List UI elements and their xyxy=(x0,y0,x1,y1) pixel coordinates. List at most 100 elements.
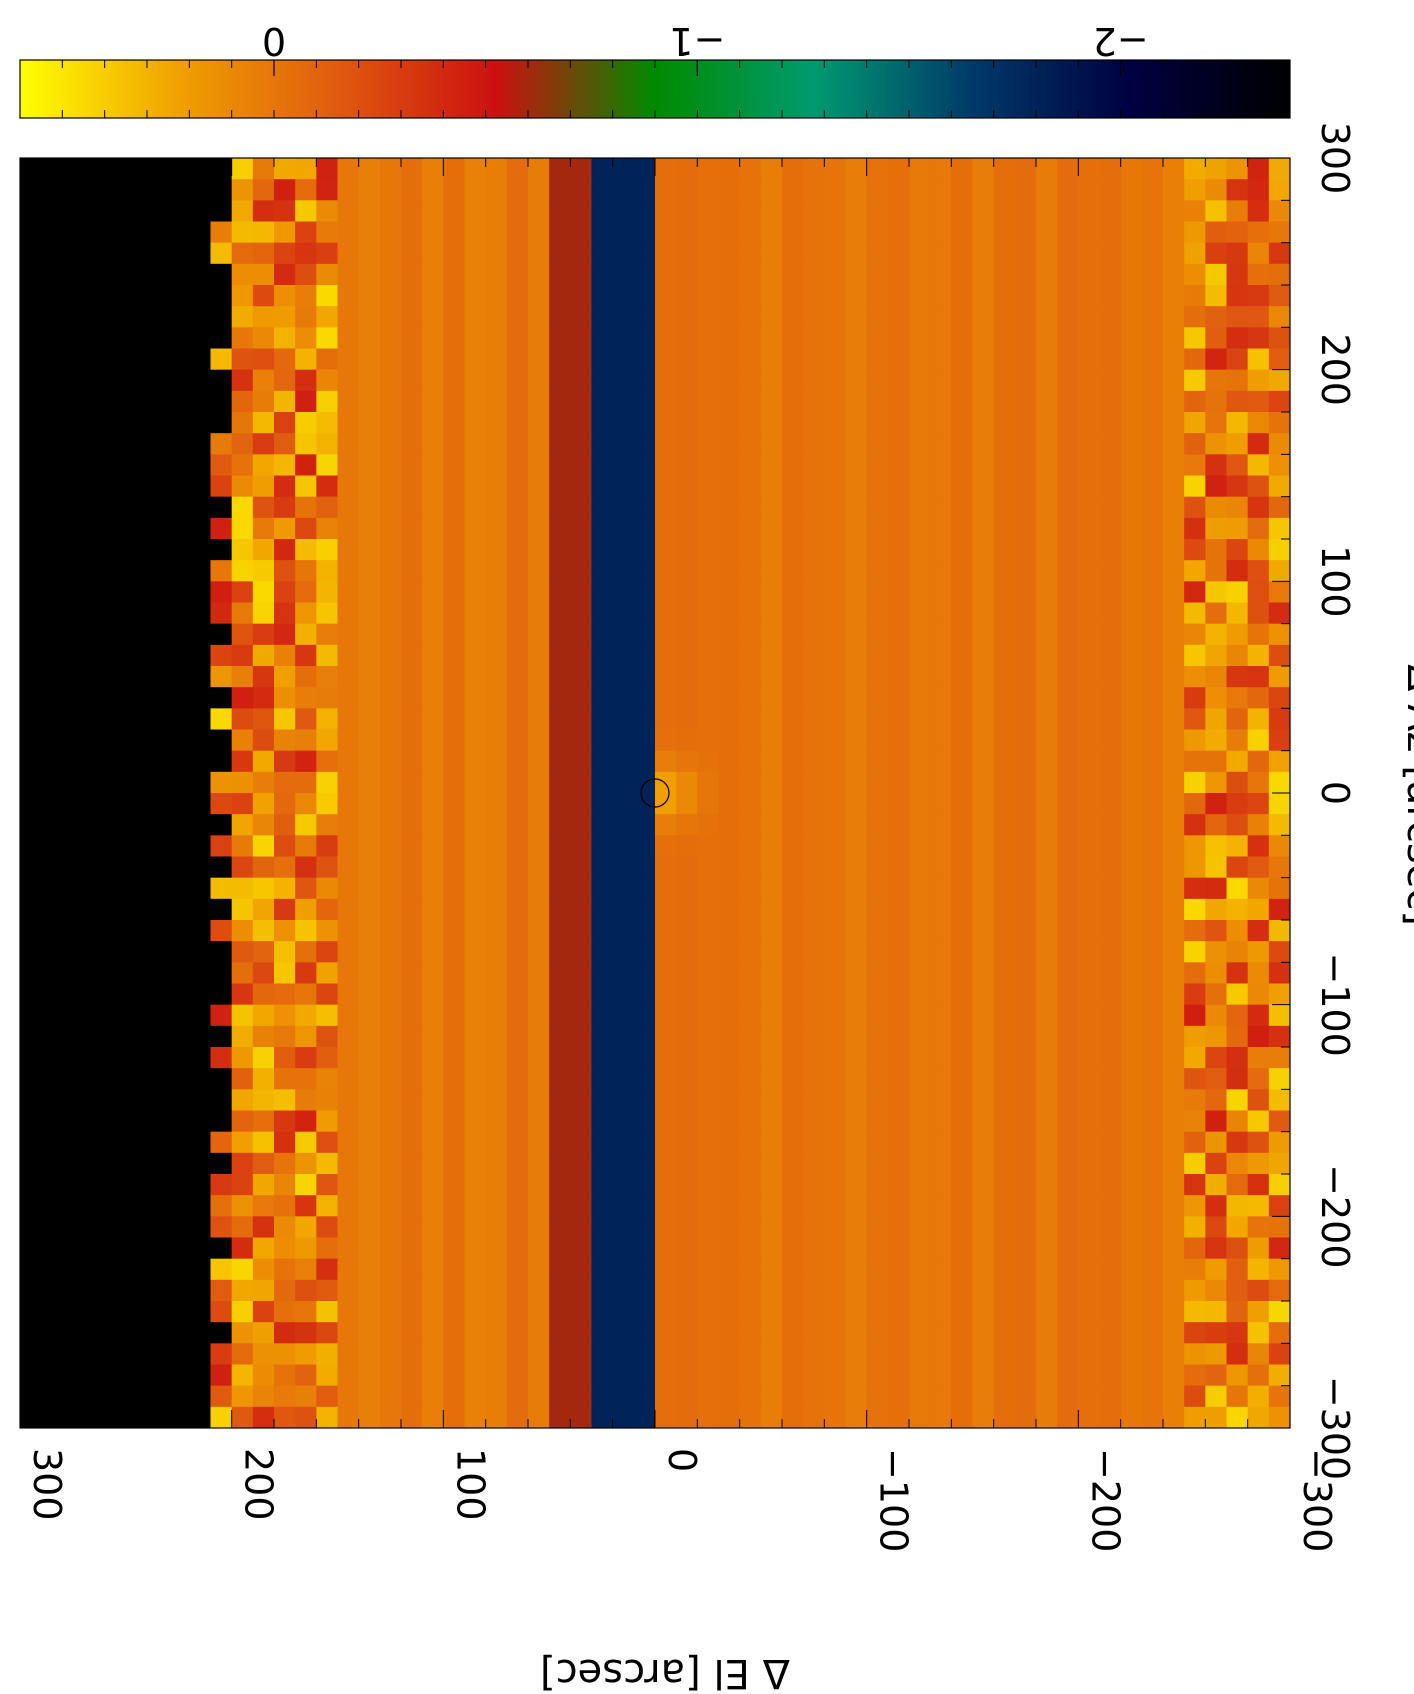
heatmap-cell xyxy=(506,158,529,180)
heatmap-cell xyxy=(210,814,233,836)
heatmap-cell xyxy=(676,1216,698,1238)
heatmap-cell xyxy=(125,496,148,519)
heatmap-cell xyxy=(570,962,592,984)
heatmap-cell xyxy=(718,1025,741,1048)
heatmap-cell xyxy=(1099,560,1122,582)
heatmap-cell xyxy=(972,793,995,815)
heatmap-cell xyxy=(739,200,762,222)
heatmap-cell xyxy=(930,644,952,667)
heatmap-cell xyxy=(316,1385,338,1408)
heatmap-cell xyxy=(337,1110,360,1133)
heatmap-cell xyxy=(62,898,84,921)
heatmap-cell xyxy=(1141,1068,1164,1090)
heatmap-cell xyxy=(295,517,317,540)
heatmap-cell xyxy=(951,581,973,603)
heatmap-cell xyxy=(570,475,592,498)
heatmap-cell xyxy=(1268,158,1291,180)
heatmap-cell xyxy=(803,644,825,667)
heatmap-cell xyxy=(612,1174,635,1196)
heatmap-cell xyxy=(485,412,508,434)
heatmap-cell xyxy=(1120,666,1143,688)
heatmap-cell xyxy=(570,200,592,222)
heatmap-cell xyxy=(1268,856,1291,879)
heatmap-cell xyxy=(1036,771,1058,794)
heatmap-cell xyxy=(20,814,42,836)
heatmap-cell xyxy=(549,560,571,582)
heatmap-cell xyxy=(824,1195,846,1217)
heatmap-cell xyxy=(83,1089,106,1111)
heatmap-cell xyxy=(104,433,127,455)
heatmap-cell xyxy=(824,602,846,625)
heatmap-cell xyxy=(1057,1025,1079,1048)
heatmap-cell xyxy=(252,623,275,646)
heatmap-cell xyxy=(866,750,889,773)
heatmap-cell xyxy=(1057,1258,1079,1281)
heatmap-cell xyxy=(62,877,84,900)
heatmap-cell xyxy=(252,581,275,603)
heatmap-cell xyxy=(570,1258,592,1281)
heatmap-cell xyxy=(41,814,63,836)
heatmap-cell xyxy=(1014,920,1037,942)
heatmap-cell xyxy=(1268,708,1291,730)
heatmap-cell xyxy=(760,771,783,794)
heatmap-cell xyxy=(782,433,804,455)
heatmap-cell xyxy=(401,750,423,773)
heatmap-cell xyxy=(1014,1047,1037,1069)
heatmap-cell xyxy=(993,898,1016,921)
heatmap-cell xyxy=(824,1364,846,1387)
heatmap-cell xyxy=(739,729,762,752)
heatmap-cell xyxy=(295,179,317,201)
heatmap-cell xyxy=(760,1343,783,1365)
heatmap-cell xyxy=(803,1068,825,1090)
heatmap-cell xyxy=(697,983,719,1006)
heatmap-cell xyxy=(1057,475,1079,498)
heatmap-cell xyxy=(993,1385,1016,1408)
heatmap-cell xyxy=(83,1385,106,1408)
heatmap-cell xyxy=(845,1406,868,1429)
heatmap-cell xyxy=(570,877,592,900)
heatmap-cell xyxy=(697,221,719,244)
heatmap-cell xyxy=(1057,1152,1079,1175)
heatmap-cell xyxy=(803,221,825,244)
heatmap-cell xyxy=(549,348,571,371)
heatmap-cell xyxy=(147,221,169,244)
heatmap-cell xyxy=(633,644,656,667)
heatmap-cell xyxy=(1268,539,1291,561)
heatmap-cell xyxy=(1099,200,1122,222)
heatmap-cell xyxy=(909,285,931,307)
heatmap-cell xyxy=(718,412,741,434)
heatmap-cell xyxy=(104,1110,127,1133)
heatmap-cell xyxy=(20,454,42,476)
heatmap-cell xyxy=(1120,708,1143,730)
heatmap-cell xyxy=(676,835,698,857)
heatmap-cell xyxy=(1099,221,1122,244)
heatmap-cell xyxy=(274,962,296,984)
heatmap-cell xyxy=(358,687,381,709)
heatmap-cell xyxy=(951,517,973,540)
heatmap-cell xyxy=(485,1216,508,1238)
heatmap-cell xyxy=(147,285,169,307)
heatmap-cell xyxy=(887,1131,910,1154)
heatmap-cell xyxy=(337,496,360,519)
heatmap-cell xyxy=(655,644,677,667)
heatmap-cell xyxy=(528,983,550,1006)
heatmap-cell xyxy=(697,412,719,434)
heatmap-cell xyxy=(612,390,635,413)
heatmap-cell xyxy=(168,1089,190,1111)
heatmap-cell xyxy=(782,962,804,984)
heatmap-cell xyxy=(951,1025,973,1048)
heatmap-cell xyxy=(866,1047,889,1069)
heatmap-cell xyxy=(824,644,846,667)
heatmap-cell xyxy=(972,517,995,540)
heatmap-cell xyxy=(252,200,275,222)
heatmap-cell xyxy=(316,1110,338,1133)
heatmap-cell xyxy=(1099,1025,1122,1048)
heatmap-cell xyxy=(41,1364,63,1387)
heatmap-cell xyxy=(549,687,571,709)
heatmap-cell xyxy=(633,750,656,773)
heatmap-cell xyxy=(62,666,84,688)
heatmap-cell xyxy=(125,602,148,625)
heatmap-cell xyxy=(337,433,360,455)
heatmap-cell xyxy=(104,179,127,201)
heatmap-cell xyxy=(760,708,783,730)
